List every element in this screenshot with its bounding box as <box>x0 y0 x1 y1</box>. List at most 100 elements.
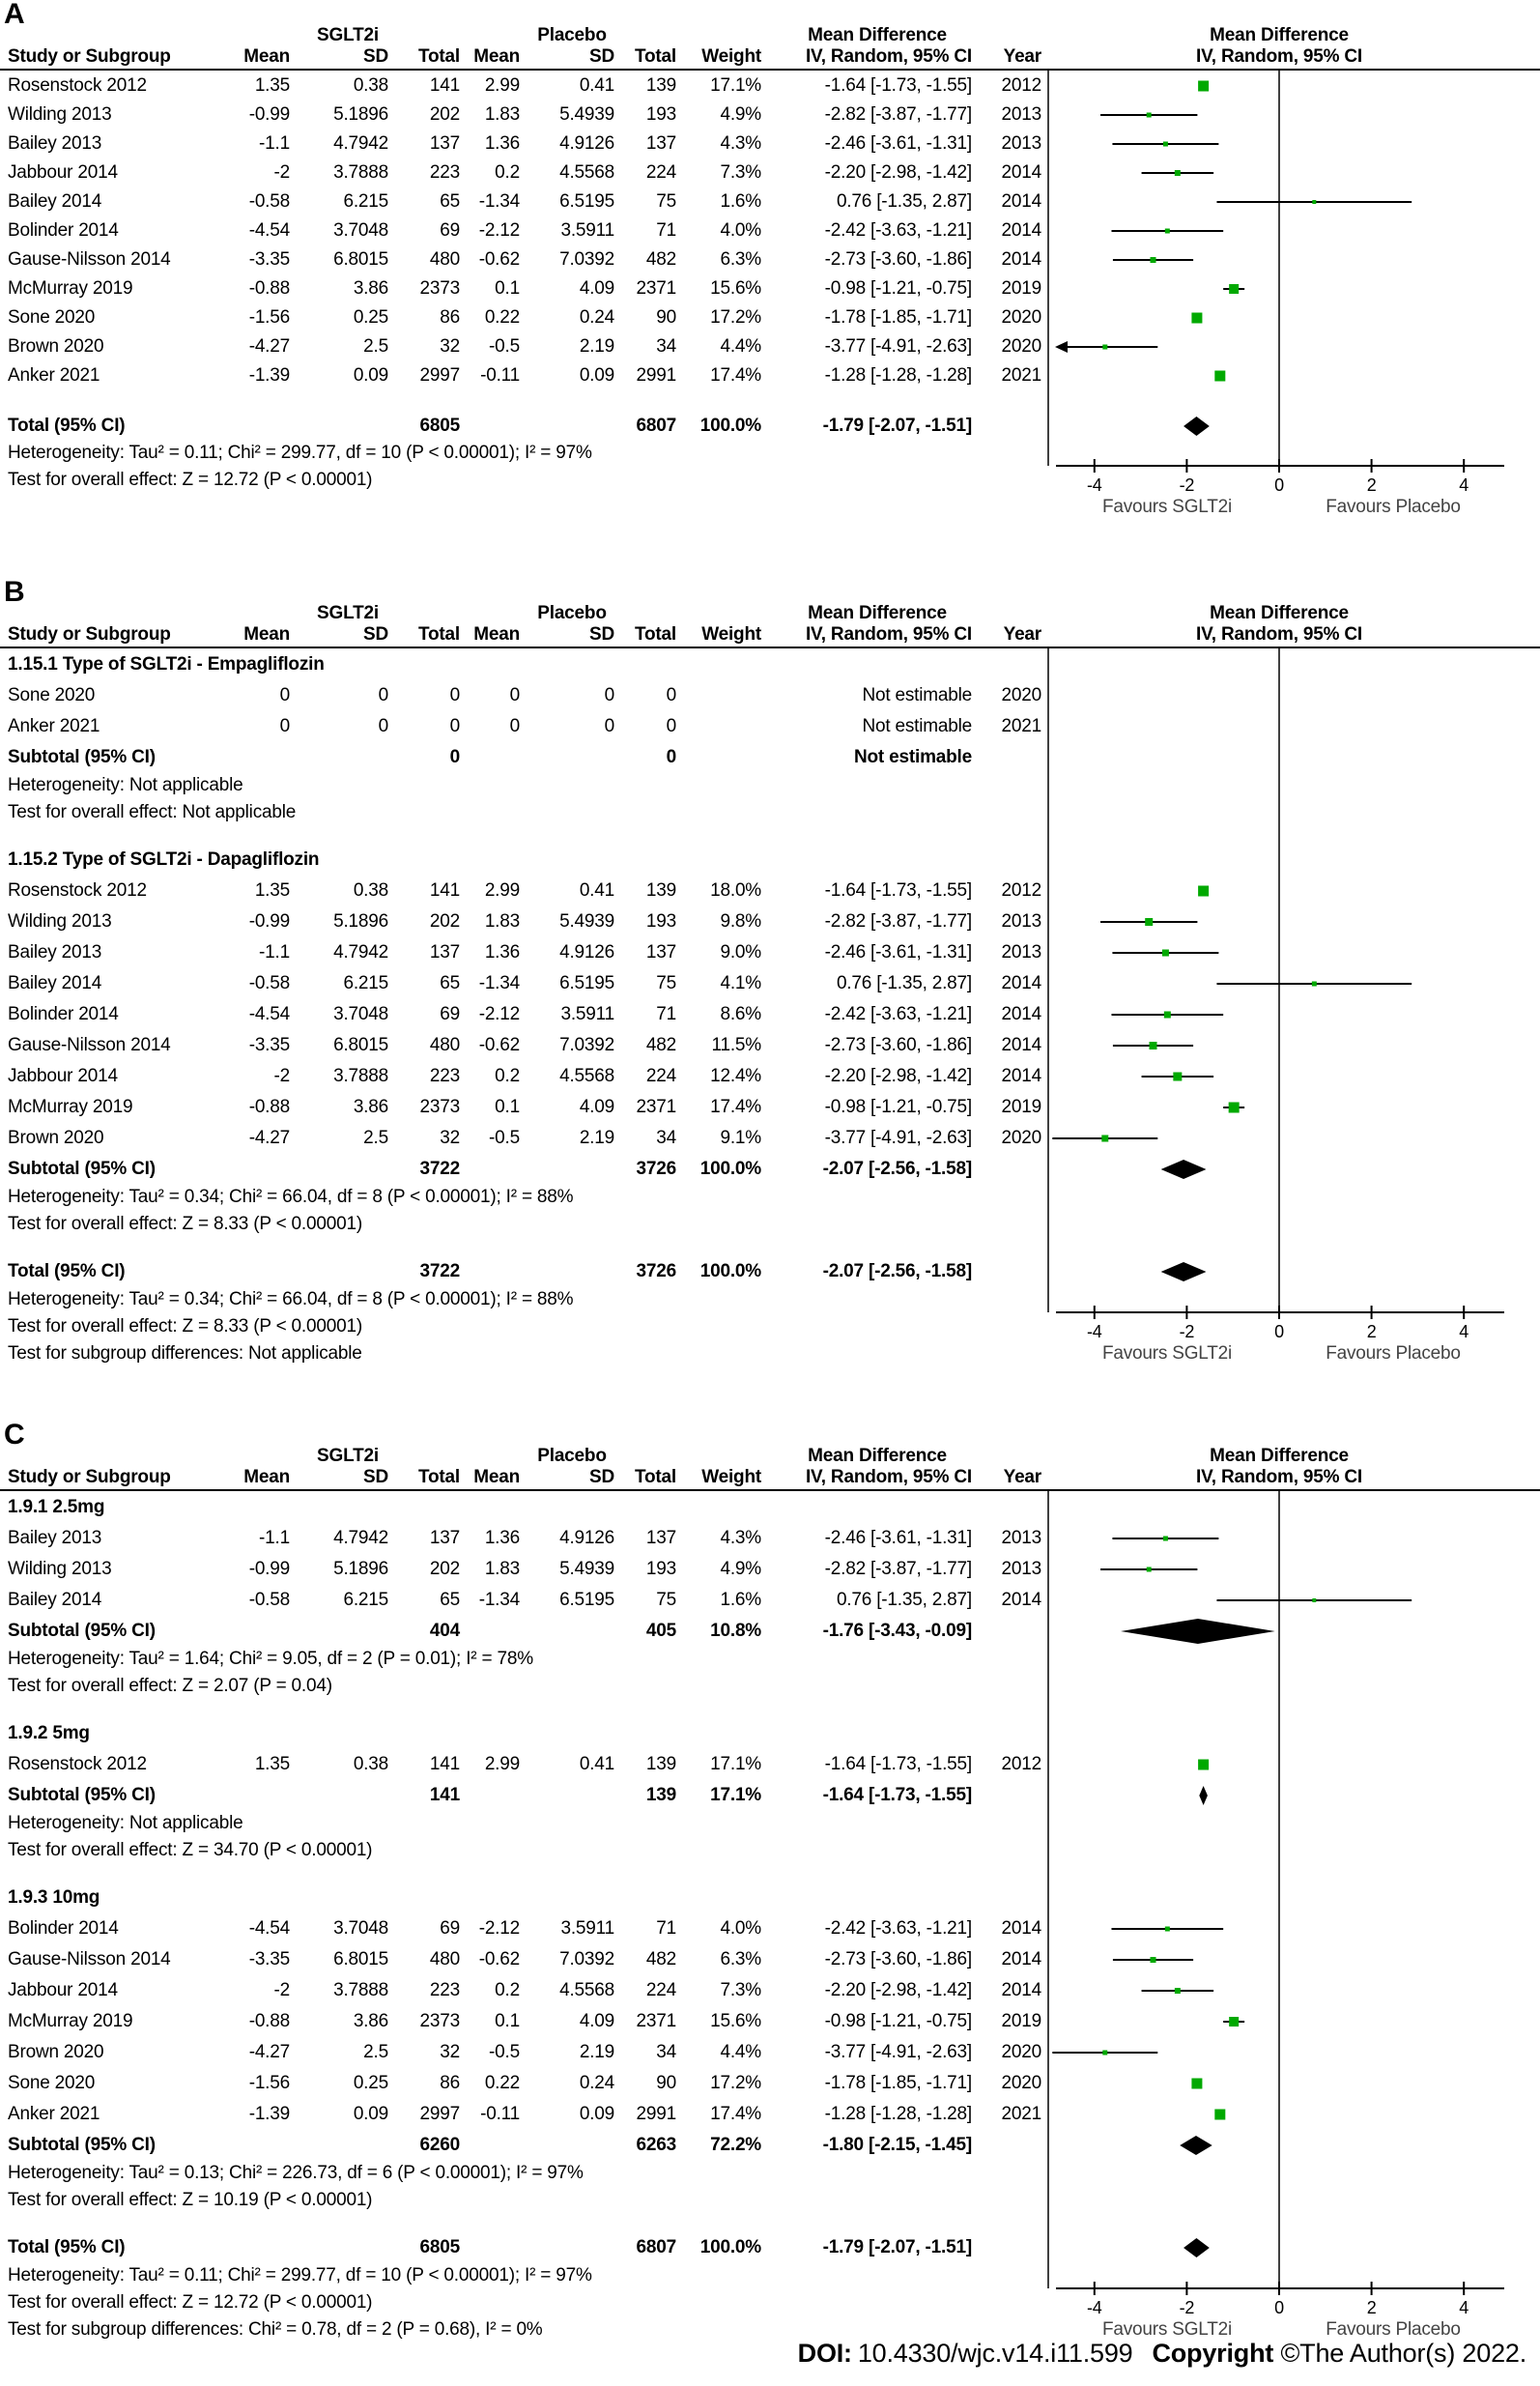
cell-total-sglt2i: 0 <box>449 685 461 705</box>
cell-mean-sglt2i: -0.99 <box>248 104 291 125</box>
cell-ci: -2.46 [-3.61, -1.31] <box>824 942 973 963</box>
cell-mean-sglt2i: -0.58 <box>248 191 291 212</box>
favours-right-label: Favours Placebo <box>1326 497 1461 517</box>
cell-mean-sglt2i: -4.27 <box>248 2042 291 2062</box>
total-label: Total (95% CI) <box>8 1261 126 1281</box>
cell-ci: -2.82 [-3.87, -1.77] <box>824 104 973 125</box>
column-header: SD <box>589 624 614 645</box>
study-name: Bailey 2013 <box>8 133 102 154</box>
cell-year: 2021 <box>1001 2104 1042 2124</box>
cell-mean-placebo: 0.2 <box>495 1066 520 1086</box>
cell-weight: 15.6% <box>710 278 761 299</box>
study-name: Bolinder 2014 <box>8 220 119 241</box>
cell-mean-placebo: 2.99 <box>484 1754 520 1774</box>
cell-year: 2013 <box>1001 911 1042 932</box>
cell-total-sglt2i: 141 <box>429 880 460 901</box>
cell-sd-placebo: 6.5195 <box>559 191 614 212</box>
cell-mean-sglt2i: -1.1 <box>259 133 290 154</box>
cell-ci: -2.20 [-2.98, -1.42] <box>824 1066 973 1086</box>
cell-total-placebo: 75 <box>656 191 676 212</box>
forest-plot-panel-a: A SGLT2i Placebo Mean Difference Mean Differ… <box>0 0 1540 524</box>
study-name: Rosenstock 2012 <box>8 880 147 901</box>
cell-mean-placebo: -0.5 <box>489 2042 520 2062</box>
cell-sd-placebo: 5.4939 <box>559 911 614 932</box>
cell-sd-sglt2i: 0.09 <box>353 365 388 386</box>
cell-mean-sglt2i: -1.56 <box>248 2073 291 2093</box>
doi-value: 10.4330/wjc.v14.i11.599 <box>857 2339 1133 2368</box>
point-estimate-marker <box>1164 1926 1170 1932</box>
note-line: Heterogeneity: Not applicable <box>8 775 243 795</box>
cell-year: 2020 <box>1001 685 1042 705</box>
cell-weight: 8.6% <box>720 1004 761 1024</box>
cell-total-sglt2i: 6805 <box>419 2237 461 2257</box>
cell-mean-placebo: -0.11 <box>480 365 520 386</box>
study-name: Wilding 2013 <box>8 104 112 125</box>
cell-sd-placebo: 4.5568 <box>559 162 614 183</box>
cell-sd-placebo: 4.9126 <box>559 1528 614 1548</box>
point-estimate-marker <box>1312 1598 1317 1602</box>
tick-label: 4 <box>1459 2298 1469 2317</box>
cell-mean-sglt2i: -3.35 <box>248 1949 291 1969</box>
study-name: McMurray 2019 <box>8 278 133 299</box>
cell-sd-placebo: 4.09 <box>579 278 614 299</box>
panel-label: C <box>4 1419 25 1451</box>
cell-sd-placebo: 0.41 <box>579 880 614 901</box>
column-header: Mean <box>473 624 520 645</box>
cell-year: 2014 <box>1001 1066 1042 1086</box>
tick-label: -2 <box>1179 475 1195 495</box>
group-header-effect: Mean Difference <box>808 1446 947 1466</box>
column-header: Year <box>1003 1467 1042 1487</box>
cell-total-placebo: 405 <box>645 1621 676 1641</box>
pooled-diamond <box>1160 1262 1207 1281</box>
cell-ci: -2.20 [-2.98, -1.42] <box>824 162 973 183</box>
cell-sd-sglt2i: 2.5 <box>363 2042 388 2062</box>
cell-year: 2020 <box>1001 336 1042 357</box>
cell-ci: -1.76 [-3.43, -0.09] <box>822 1621 973 1641</box>
cell-total-sglt2i: 69 <box>440 1918 460 1939</box>
group-header-sglt2i: SGLT2i <box>317 25 379 45</box>
column-header-study: Study or Subgroup <box>8 624 171 645</box>
cell-mean-sglt2i: 1.35 <box>254 1754 290 1774</box>
subgroup-header: 1.9.2 5mg <box>8 1723 90 1743</box>
cell-sd-placebo: 0.24 <box>579 307 614 328</box>
cell-year: 2014 <box>1001 1980 1042 2000</box>
column-header: Mean <box>243 624 290 645</box>
note-line: Test for overall effect: Z = 8.33 (P < 0… <box>8 1316 362 1337</box>
forest-plot-panel-b: B SGLT2i Placebo Mean Difference Mean Differ… <box>0 578 1540 1372</box>
column-header: SD <box>363 1467 388 1487</box>
point-estimate-marker <box>1149 1042 1157 1049</box>
cell-total-sglt2i: 2997 <box>419 365 461 386</box>
point-estimate-marker <box>1163 1011 1171 1019</box>
study-name: Brown 2020 <box>8 336 104 357</box>
column-header: Weight <box>701 624 761 645</box>
cell-sd-placebo: 5.4939 <box>559 104 614 125</box>
column-header: SD <box>589 46 614 67</box>
cell-sd-placebo: 0.24 <box>579 2073 614 2093</box>
cell-ci: -1.64 [-1.73, -1.55] <box>824 880 973 901</box>
tick-label: 4 <box>1459 475 1469 495</box>
cell-sd-sglt2i: 0.38 <box>353 880 388 901</box>
cell-year: 2014 <box>1001 249 1042 270</box>
column-header: Mean <box>243 1467 290 1487</box>
cell-mean-placebo: -1.34 <box>478 973 521 993</box>
column-header: Total <box>418 1467 460 1487</box>
group-header-sglt2i: SGLT2i <box>317 1446 379 1466</box>
cell-total-placebo: 482 <box>645 249 676 270</box>
column-header-study: Study or Subgroup <box>8 46 171 67</box>
cell-total-sglt2i: 202 <box>429 911 460 932</box>
cell-mean-placebo: -2.12 <box>478 220 521 241</box>
cell-total-placebo: 224 <box>645 1980 676 2000</box>
cell-total-placebo: 71 <box>656 1918 676 1939</box>
cell-total-placebo: 3726 <box>636 1159 677 1179</box>
point-estimate-marker <box>1102 2050 1108 2055</box>
forest-plot-svg <box>0 1489 1540 2295</box>
cell-sd-placebo: 2.19 <box>579 2042 614 2062</box>
subtotal-label: Subtotal (95% CI) <box>8 1621 156 1641</box>
cell-weight: 10.8% <box>710 1621 761 1641</box>
study-name: Gause-Nilsson 2014 <box>8 1949 171 1969</box>
cell-mean-sglt2i: -0.58 <box>248 1590 291 1610</box>
cell-mean-placebo: 0.22 <box>484 307 520 328</box>
cell-ci: -2.42 [-3.63, -1.21] <box>824 1004 973 1024</box>
cell-sd-sglt2i: 4.7942 <box>333 942 388 963</box>
cell-year: 2014 <box>1001 973 1042 993</box>
